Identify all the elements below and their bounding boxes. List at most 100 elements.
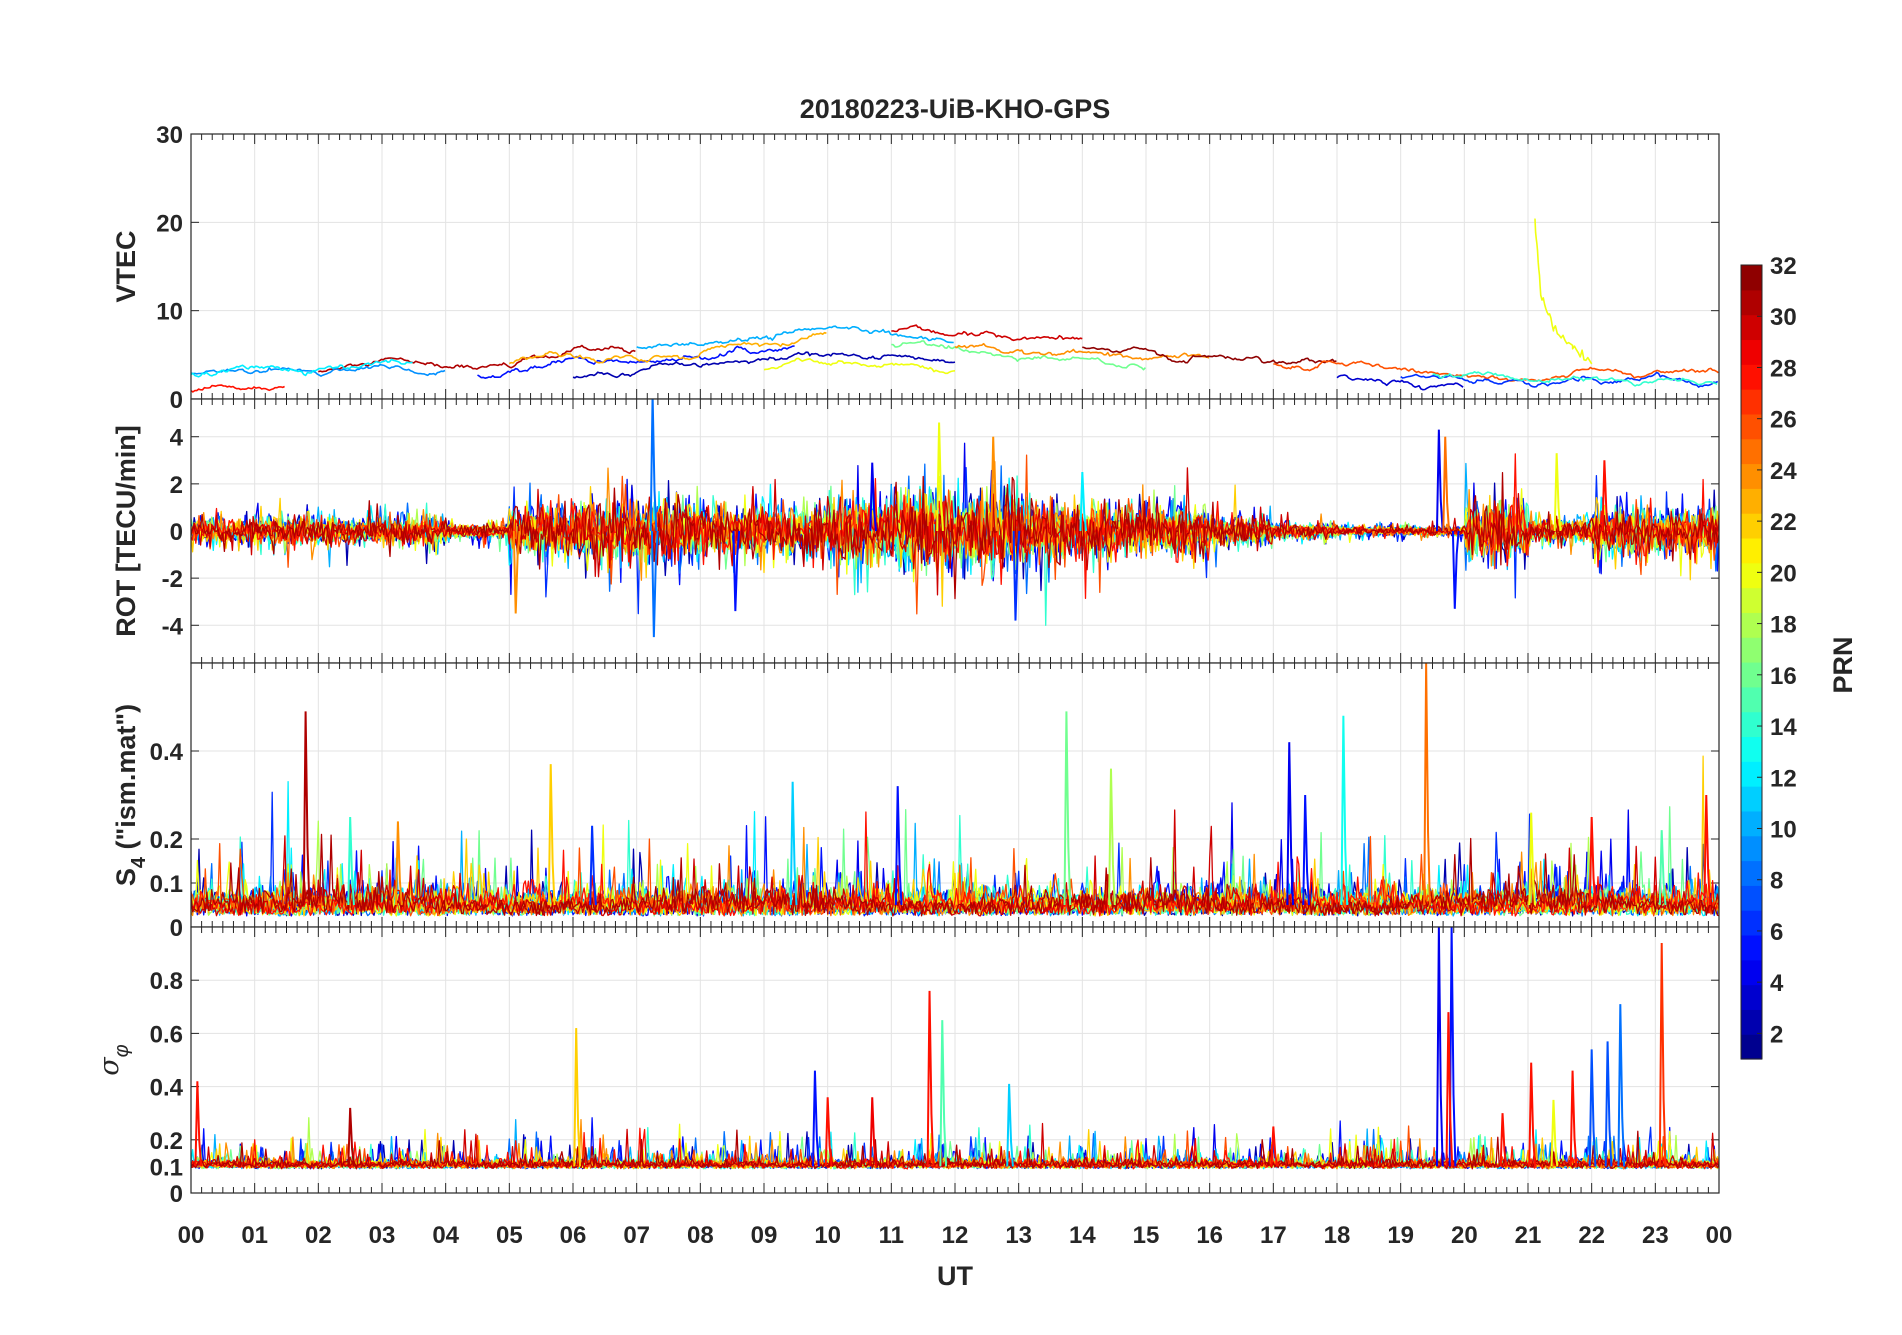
colorbar-swatch [1741,339,1762,365]
series-line-prn-10 [636,325,954,350]
colorbar-swatch [1741,810,1762,837]
colorbar-swatch [1741,662,1762,688]
y-tick-label: 20 [156,210,183,237]
spike-mark-prn-7 [1604,1041,1613,1167]
spike-mark-prn-7 [1588,1049,1597,1167]
y-label-main: ROT [TECU/min] [111,425,141,636]
spike-mark-prn-28 [1569,1070,1578,1167]
spike-mark-prn-28 [1601,460,1610,532]
spike-mark-prn-20 [1550,1099,1559,1167]
colorbar-tick-label: 22 [1770,509,1797,536]
spike-mark-prn-12 [1079,472,1088,532]
y-tick-label: 10 [156,299,183,326]
x-tick-label: 17 [1260,1222,1287,1249]
spike-mark-prn-4 [1435,927,1444,1167]
x-tick-label: 13 [1005,1222,1032,1249]
series-line-prn-30 [891,324,1083,342]
colorbar-tick-label: 32 [1770,253,1797,280]
y-label-main: σ [94,1056,125,1076]
spike-mark-prn-6 [589,825,597,906]
x-tick-label: 01 [241,1222,268,1249]
x-tick-label: 15 [1133,1222,1160,1249]
spike-mark-prn-18 [1108,768,1116,906]
colorbar-swatch [1741,711,1762,738]
x-tick-label: 05 [496,1222,523,1249]
colorbar-swatch [1741,413,1762,440]
y-tick-label: -2 [162,566,183,593]
panel-vtec: 0 10 20 30 VTEC [111,122,1720,414]
x-tick-label: 12 [942,1222,969,1249]
spike-mark-prn-15 [1658,830,1667,906]
spike-mark-prn-25 [1442,436,1451,532]
y-tick-label: 0 [170,519,183,546]
y-tick-label: 0.2 [150,1128,183,1155]
colorbar-tick-label: 14 [1770,714,1797,741]
x-tick-label: 02 [305,1222,332,1249]
colorbar-swatch [1741,1034,1762,1060]
colorbar-swatch [1741,686,1762,713]
spike-mark-prn-14 [347,816,355,906]
y-axis-label-vtec: VTEC [111,230,141,302]
series-line-prn-3 [1336,374,1464,391]
colorbar-swatch [1741,314,1762,341]
colorbar-tick-label: 30 [1770,304,1797,331]
y-label-subscript: φ [111,1044,133,1057]
spike-mark-prn-4 [869,462,878,532]
colorbar-swatch [1741,488,1762,514]
colorbar-swatch [1741,934,1762,961]
colorbar-swatch [1741,736,1762,762]
colorbar-tick-label: 18 [1770,612,1797,639]
colorbar-swatch [1741,289,1762,316]
series-line-prn-20 [1534,218,1593,365]
chart-title: 20180223-UiB-KHO-GPS [800,94,1111,124]
series-line-prn-30 [191,1122,1719,1170]
series-group [191,399,1719,638]
colorbar-tick-label: 4 [1770,970,1784,997]
y-tick-label: 30 [156,122,183,149]
y-tick-label: 4 [170,425,184,452]
series-group [191,663,1719,917]
spike-mark-prn-4 [1435,429,1444,532]
panel-rot: -4 -2 0 2 4 ROT [TECU/min] [111,398,1720,664]
colorbar-swatch [1741,513,1762,539]
colorbar-tick-label: 20 [1770,560,1797,587]
colorbar-tick-label: 10 [1770,816,1797,843]
spike-mark-prn-28 [1588,816,1597,906]
y-tick-label: 0.1 [150,871,183,898]
spike-mark-prn-31 [302,711,311,906]
colorbar-tick-label: 28 [1770,355,1797,382]
y-tick-label: 0.4 [150,739,184,766]
colorbar-swatch [1741,463,1762,489]
spike-mark-prn-13 [1340,715,1349,906]
spike-mark-prn-8 [649,399,658,532]
spike-mark-prn-22 [573,1028,582,1167]
x-tick-label: 06 [560,1222,587,1249]
series-line-prn-14 [1432,370,1718,387]
series-line-prn-23 [508,331,827,365]
y-label-main: VTEC [111,230,141,302]
colorbar-tick-label: 26 [1770,407,1797,434]
x-tick-label: 22 [1578,1222,1605,1249]
x-tick-label: 08 [687,1222,714,1249]
spike-mark-prn-5 [1448,927,1457,1167]
colorbar-swatch [1741,835,1762,862]
x-tick-label: 19 [1387,1222,1414,1249]
x-tick-label: 18 [1324,1222,1351,1249]
colorbar-swatch [1741,364,1762,390]
x-tick-label: 23 [1642,1222,1669,1249]
spike-mark-prn-28 [1270,1126,1279,1167]
spike-mark-prn-28 [1703,794,1712,906]
spike-mark-prn-5 [1451,530,1460,609]
y-tick-label: 0 [170,1181,183,1208]
spike-mark-prn-16 [1063,711,1072,906]
spike-mark-prn-28 [926,990,935,1167]
series-line-prn-30 [191,809,1719,917]
colorbar-swatch [1741,910,1762,936]
series-line-prn-5 [477,345,795,380]
y-tick-label: 0 [170,915,183,942]
series-line-prn-24 [954,342,1210,361]
colorbar-swatch [1741,860,1762,886]
series-line-prn-31 [191,833,1719,917]
spike-mark-prn-31 [347,1107,355,1167]
